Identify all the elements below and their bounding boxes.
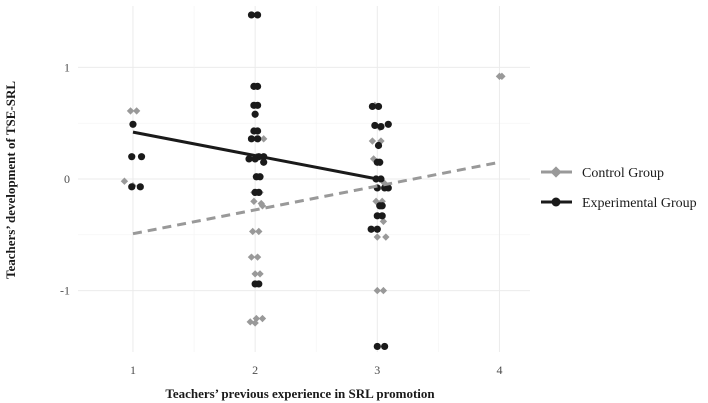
experimental-point <box>136 183 144 191</box>
control-point <box>249 227 257 236</box>
experimental-point <box>367 225 375 233</box>
control-point <box>256 270 264 278</box>
control-point <box>250 197 258 205</box>
experimental-point <box>247 11 256 19</box>
legend-control-marker <box>550 166 562 178</box>
tick-labels: 1 2 3 4 -1 0 1 <box>60 60 502 377</box>
control-point <box>255 227 263 236</box>
control-point <box>382 233 390 241</box>
experimental-point <box>373 225 381 233</box>
control-point <box>258 314 267 323</box>
experimental-point <box>260 158 268 166</box>
experimental-point <box>253 11 262 19</box>
legend-item-experimental: Experimental Group <box>541 196 697 211</box>
grid <box>78 6 530 352</box>
experimental-point <box>371 121 379 130</box>
x-tick-label: 2 <box>252 363 258 377</box>
legend-control-label: Control Group <box>582 166 664 181</box>
control-point <box>373 233 381 241</box>
experimental-point <box>137 153 146 161</box>
control-point <box>498 72 506 80</box>
experimental-point <box>253 101 262 109</box>
control-point <box>373 286 381 295</box>
experimental-point <box>253 135 262 143</box>
data-points <box>120 11 506 351</box>
y-tick-label: -1 <box>60 284 70 298</box>
experimental-point <box>255 280 263 288</box>
experimental-point <box>376 158 384 166</box>
experimental-point <box>374 102 383 111</box>
control-trend-line <box>132 160 500 236</box>
y-tick-label: 1 <box>64 60 70 74</box>
experimental-point <box>373 342 381 351</box>
experimental-point <box>378 202 386 210</box>
experimental-point <box>377 175 385 183</box>
legend-experimental-label: Experimental Group <box>582 196 697 211</box>
control-point <box>246 318 254 326</box>
control-point <box>126 107 135 115</box>
experimental-point <box>378 212 386 220</box>
experimental-point <box>128 183 136 191</box>
control-point <box>253 253 262 261</box>
legend-experimental-marker <box>551 197 561 207</box>
experimental-point <box>253 127 262 135</box>
legend: Control Group Experimental Group <box>541 166 697 211</box>
control-point <box>247 253 256 261</box>
experimental-point <box>245 155 253 163</box>
x-tick-label: 1 <box>130 363 136 377</box>
experimental-point <box>253 82 262 90</box>
control-point <box>120 177 129 185</box>
control-point <box>379 286 388 295</box>
legend-item-control: Control Group <box>541 166 664 181</box>
experimental-point <box>251 110 259 118</box>
experimental-trend-line <box>132 130 378 181</box>
control-point <box>368 137 377 145</box>
experimental-point <box>255 188 263 196</box>
control-point <box>132 107 141 115</box>
x-axis-title: Teachers’ previous experience in SRL pro… <box>165 386 435 401</box>
control-point <box>251 270 259 278</box>
experimental-point <box>129 120 137 128</box>
control-point <box>251 319 259 327</box>
experimental-point <box>384 120 392 128</box>
experimental-point <box>374 141 383 150</box>
experimental-point <box>256 173 264 181</box>
y-tick-label: 0 <box>64 172 70 186</box>
experimental-point <box>377 122 385 131</box>
experimental-point <box>384 184 392 192</box>
experimental-point <box>247 135 256 143</box>
experimental-point <box>128 153 136 161</box>
y-axis-title: Teachers’ development of TSE-SRL <box>3 81 18 279</box>
experimental-point <box>368 102 377 111</box>
trend-lines <box>132 130 500 236</box>
x-tick-label: 3 <box>374 363 380 377</box>
experimental-point <box>381 342 389 351</box>
x-tick-label: 4 <box>496 363 502 377</box>
